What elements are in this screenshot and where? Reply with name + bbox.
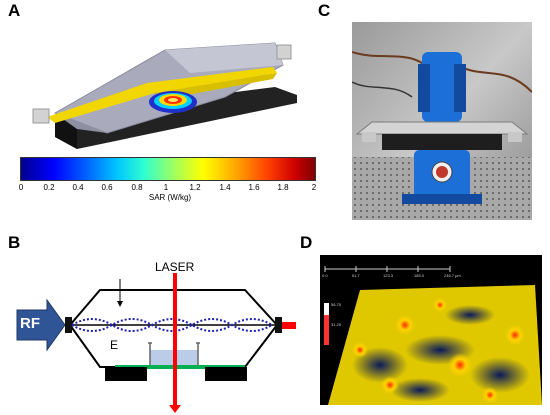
panel-letter-b: B <box>8 233 21 252</box>
colorbar-tick-6: 1.2 <box>189 183 201 192</box>
scale-tick-1: 61.7 <box>352 273 360 278</box>
e-field-label: E <box>110 338 119 352</box>
heatmap-surface <box>324 266 542 405</box>
cell-plate <box>355 121 529 135</box>
output-termination <box>282 322 296 329</box>
e-field-arrow <box>117 301 123 307</box>
output-connector <box>275 317 282 333</box>
support-block-right <box>205 367 247 381</box>
stage-holder-blue <box>402 150 482 204</box>
sar-dish <box>149 91 197 113</box>
colorbar-tick-9: 1.8 <box>277 183 289 192</box>
rf-arrow <box>16 298 66 352</box>
scale-tick-4: 246.7 μm <box>444 273 461 278</box>
scale-tick-0: 0.0 <box>322 273 328 278</box>
colorbar-tick-2: 0.4 <box>72 183 84 192</box>
support-block-left <box>105 367 147 381</box>
septum-plate <box>47 67 277 123</box>
colorbar-label: SAR (W/kg) <box>148 193 192 202</box>
colorbar-tick-3: 0.6 <box>101 183 113 192</box>
heatmap-tick-top: 58.75 <box>331 302 342 307</box>
sar-colorbar <box>20 157 316 181</box>
heatmap-tick-mid: 31.25 <box>331 322 342 327</box>
colorbar-tick-7: 1.4 <box>219 183 231 192</box>
panel-letter-c: C <box>318 1 331 20</box>
input-connector <box>65 317 72 333</box>
objective-blue <box>418 52 466 122</box>
panel-letter-d: D <box>300 233 313 252</box>
colorbar-tick-1: 0.2 <box>43 183 55 192</box>
colorbar-tick-8: 1.6 <box>248 183 260 192</box>
simulation-render <box>32 42 297 149</box>
scale-tick-2: 123.3 <box>383 273 394 278</box>
standing-wave <box>71 318 273 332</box>
substrate-green <box>115 365 245 369</box>
rf-label: RF <box>20 315 40 332</box>
scale-tick-3: 185.0 <box>414 273 425 278</box>
panel-letter-a: A <box>8 1 21 20</box>
colorbar-tick-4: 0.8 <box>131 183 143 192</box>
setup-photo <box>352 22 532 220</box>
colorbar-tick-10: 2 <box>311 183 317 192</box>
colorbar-tick-5: 1 <box>163 183 169 192</box>
tem-schematic <box>16 273 296 413</box>
colorbar-tick-0: 0 <box>18 183 24 192</box>
base-plate <box>55 87 297 149</box>
laser-label: LASER <box>155 260 195 274</box>
